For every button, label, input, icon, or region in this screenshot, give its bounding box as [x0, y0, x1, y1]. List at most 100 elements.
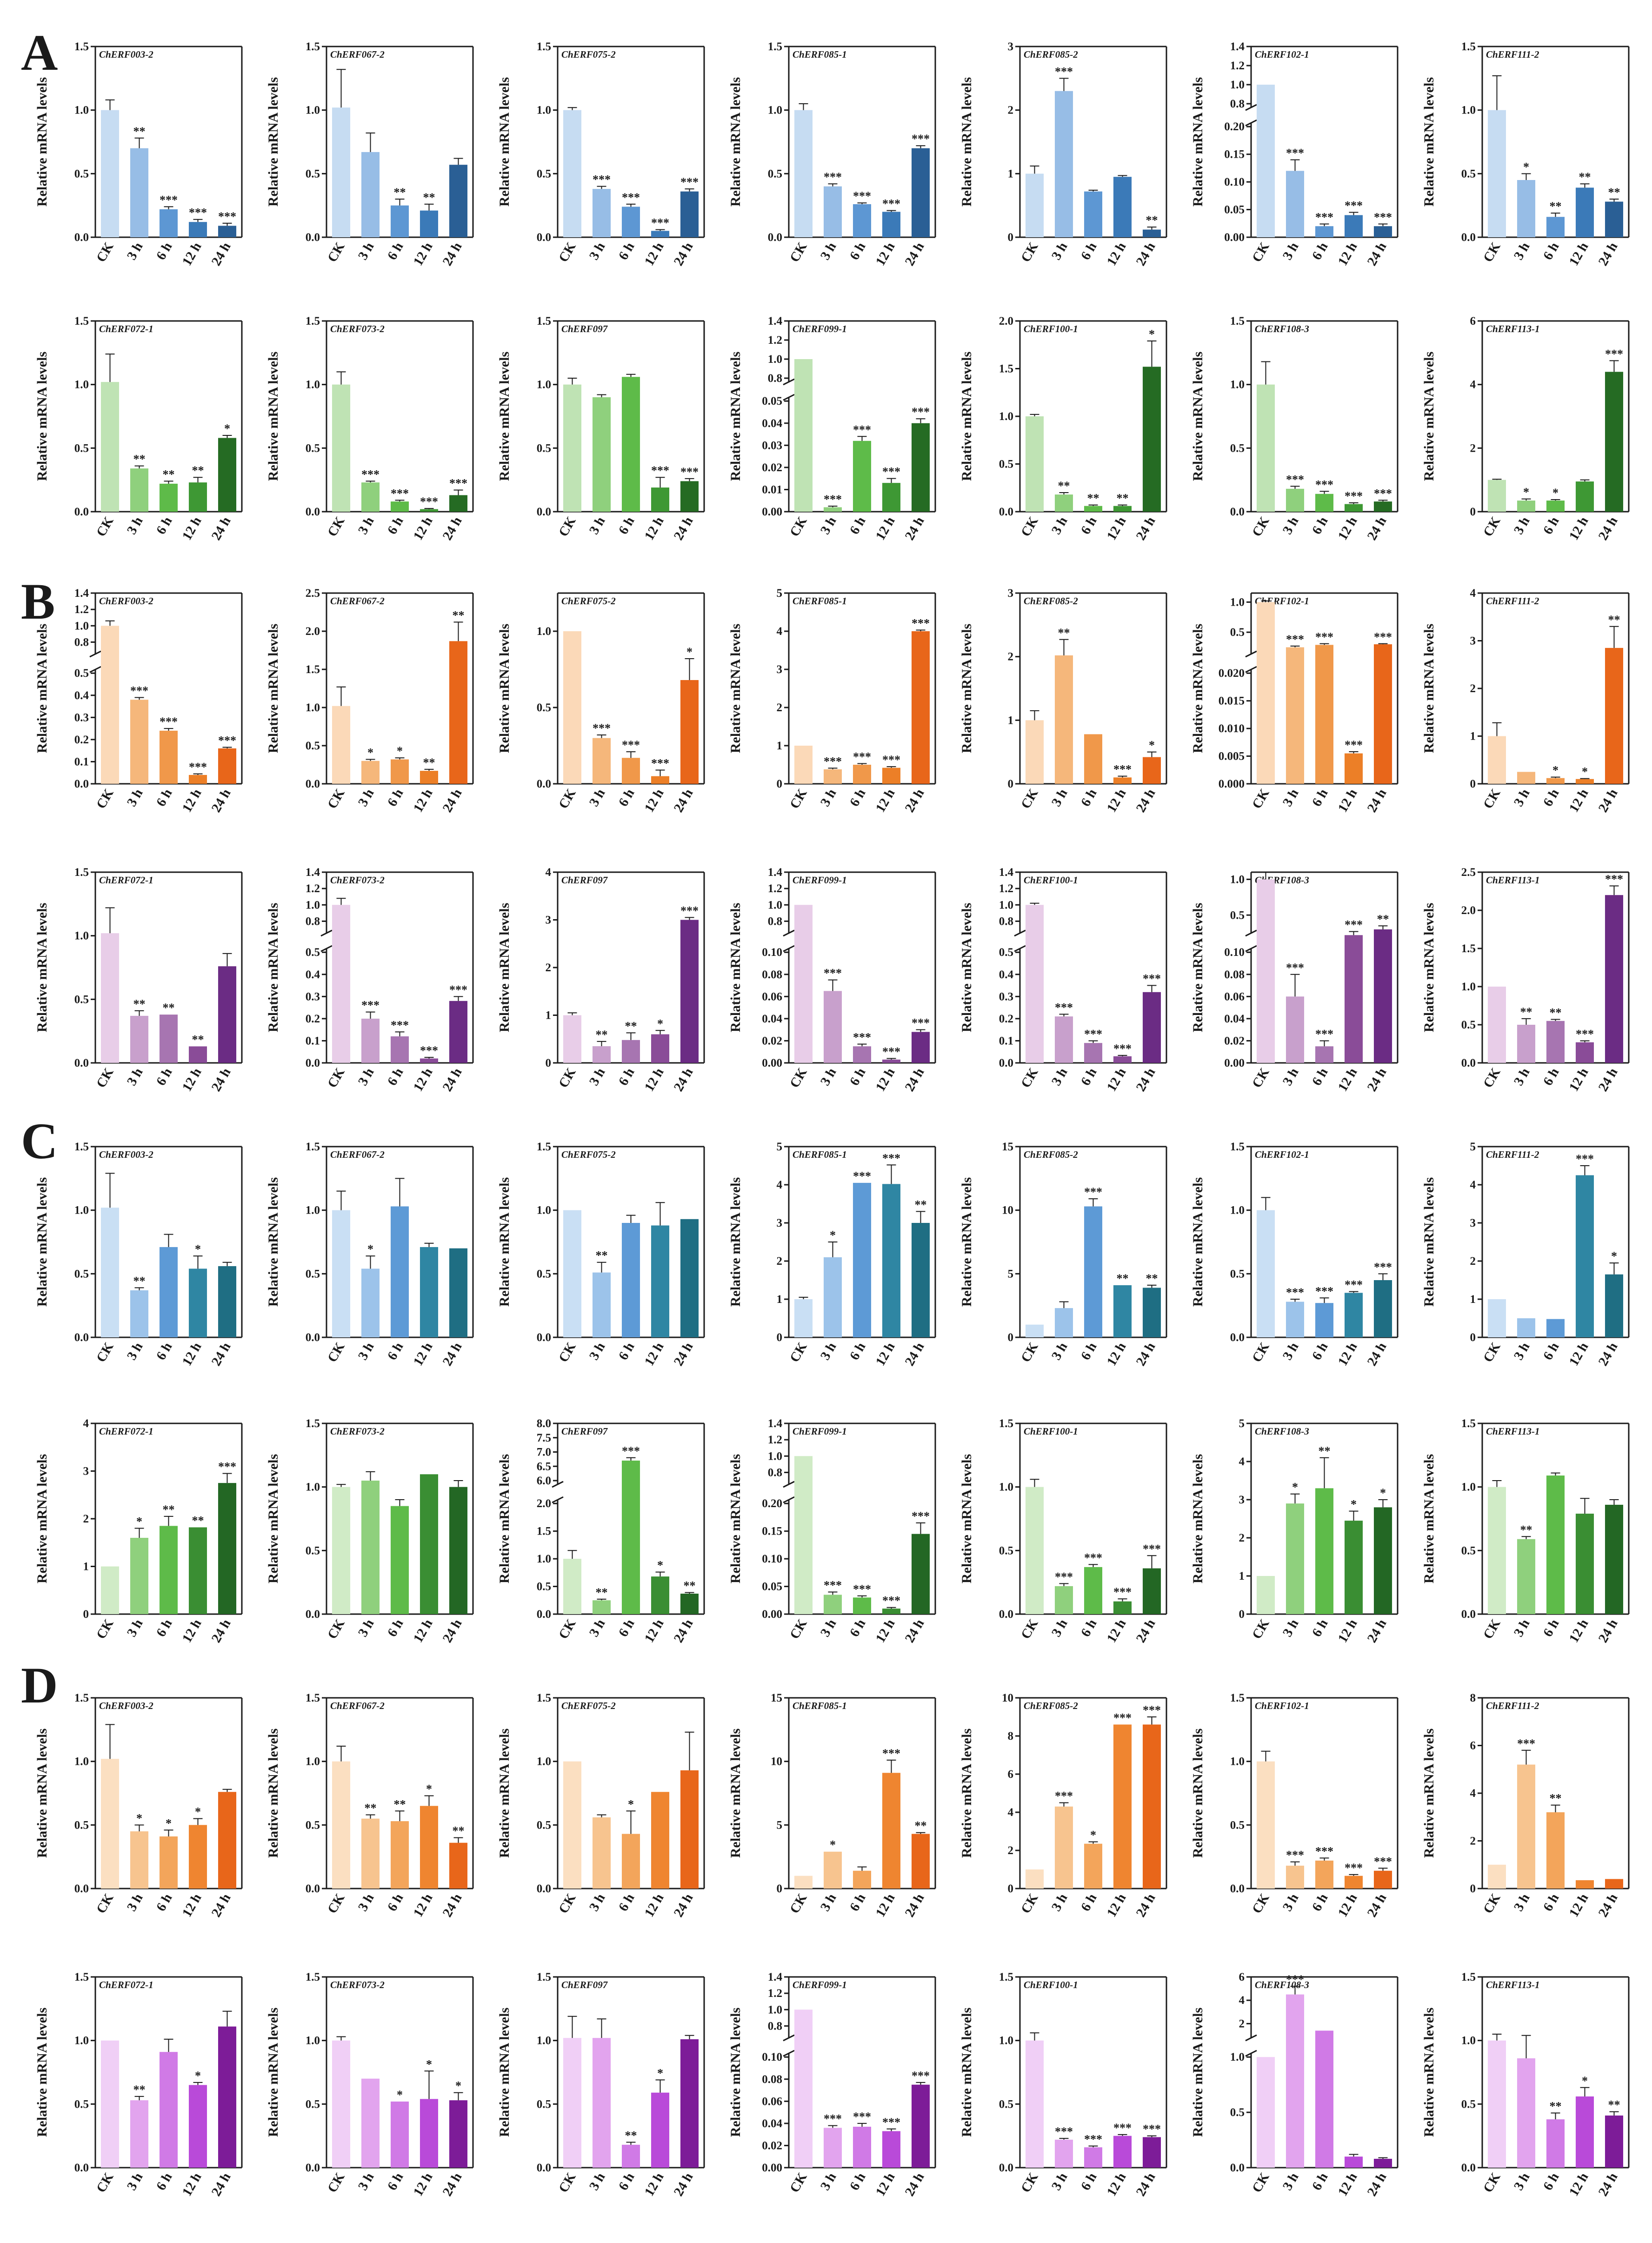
bar-6h [1546, 778, 1565, 784]
y-tick-label: 0.8 [1230, 98, 1245, 110]
bar-6h [159, 2052, 178, 2168]
y-tick-label: 0.5 [74, 2098, 89, 2110]
y-tick-label: 1.0 [1230, 2051, 1245, 2063]
x-tick-label: CK [556, 1616, 579, 1642]
x-tick-label: 3 h [355, 240, 377, 263]
y-tick-label: 0.02 [762, 2139, 782, 2152]
y-tick-label: 1.0 [74, 1204, 89, 1217]
bar-CK [1487, 480, 1506, 512]
x-tick-label: 3 h [586, 1891, 608, 1914]
significance-label: *** [1113, 763, 1132, 776]
y-tick-label: 0.5 [74, 667, 89, 680]
y-tick-label: 1.4 [999, 866, 1014, 879]
significance-label: ** [684, 1579, 696, 1593]
y-tick-label: 2.0 [1461, 904, 1476, 917]
x-tick-label: CK [1480, 1340, 1504, 1365]
x-tick-label: 24 h [209, 1340, 234, 1368]
y-tick-label: 0.0 [74, 1057, 89, 1069]
x-tick-label: 24 h [1365, 1340, 1390, 1368]
y-tick-label: 1.0 [768, 1450, 782, 1462]
gene-title: ChERF003-2 [99, 595, 153, 607]
bar-6h [853, 1870, 872, 1889]
significance-label: ** [453, 1824, 465, 1838]
bar-6h [390, 501, 409, 512]
significance-label: *** [593, 721, 611, 735]
chart-d2-cherf100-1: Relative mRNA levels 0.0 0.5 1.0 1.5 ChERF100… [959, 1971, 1167, 2199]
y-tick-label: 0 [1470, 778, 1476, 790]
bar-12h [651, 776, 670, 784]
y-tick-label: 0.5 [537, 442, 551, 454]
bar-24h [1373, 929, 1392, 1063]
bar-6h [1315, 1046, 1334, 1063]
y-tick-label: 4 [1470, 1179, 1476, 1191]
x-tick-label: 6 h [847, 1066, 869, 1088]
significance-label: ** [1377, 912, 1389, 926]
bar-24h [680, 680, 699, 784]
significance-label: ** [1058, 626, 1070, 640]
bar-24h [1373, 1280, 1392, 1337]
y-tick-label: 2 [777, 1255, 783, 1268]
gene-title: ChERF099-1 [793, 1979, 847, 1990]
y-tick-label: 0.5 [537, 1819, 551, 1831]
significance-label: *** [853, 189, 871, 203]
y-tick-label: 1.0 [537, 1204, 551, 1217]
bar-CK [100, 382, 120, 512]
x-tick-label: 6 h [1078, 240, 1100, 263]
y-tick-label: 3 [546, 914, 552, 927]
x-tick-label: 24 h [209, 1891, 234, 1920]
gene-title: ChERF113-1 [1486, 323, 1540, 334]
x-tick-label: 12 h [1566, 1617, 1592, 1645]
bar-12h [188, 2085, 207, 2168]
y-axis-label: Relative mRNA levels [728, 903, 743, 1032]
significance-label: * [657, 1017, 663, 1030]
x-tick-label: CK [325, 1616, 348, 1642]
bar-12h [882, 2131, 901, 2168]
chart-c2-cherf100-1: Relative mRNA levels 0.0 0.5 1.0 1.5 ChERF100… [959, 1417, 1167, 1645]
x-tick-label: 24 h [440, 1066, 465, 1094]
chart-c2-cherf072-1: Relative mRNA levels 0 1 2 3 4 ChERF072-1 CK * 3 … [34, 1417, 243, 1645]
bar-6h [853, 1182, 872, 1337]
x-tick-label: 6 h [153, 1066, 175, 1088]
y-axis-label: Relative mRNA levels [1190, 624, 1206, 753]
significance-label: * [628, 1797, 634, 1811]
bar-CK [1487, 1299, 1506, 1337]
y-tick-label: 0.04 [762, 1013, 782, 1025]
significance-label: * [686, 645, 693, 659]
chart-b1-cherf067-2: Relative mRNA levels 0.0 0.5 1.0 1.5 2.0 2.5 Ch… [266, 587, 474, 815]
significance-label: *** [1576, 1027, 1594, 1041]
x-tick-label: CK [556, 1065, 579, 1090]
bar-6h [621, 758, 640, 784]
x-tick-label: 3 h [586, 514, 608, 537]
bar-CK [100, 1759, 120, 1889]
y-tick-label: 0 [1470, 1331, 1476, 1344]
significance-label: ** [192, 1033, 204, 1046]
bar-24h [680, 191, 699, 237]
y-tick-label: 0 [1470, 1883, 1476, 1895]
y-tick-label: 0.0 [306, 1883, 320, 1895]
bar-12h [1344, 504, 1363, 512]
x-tick-label: 6 h [1309, 514, 1331, 537]
significance-label: *** [1286, 961, 1304, 975]
axis-break-mark [1245, 2034, 1257, 2042]
y-tick-label: 1.0 [537, 1553, 551, 1565]
y-tick-label: 2.5 [1461, 866, 1476, 879]
bar-CK [794, 359, 813, 512]
axis-break-mark [1245, 104, 1257, 111]
significance-label: * [1292, 1481, 1298, 1494]
y-tick-label: 0.0 [537, 778, 551, 790]
x-tick-label: 24 h [902, 1340, 927, 1368]
y-tick-label: 0 [777, 1883, 783, 1895]
x-tick-label: 6 h [1309, 1340, 1331, 1363]
significance-label: ** [596, 1028, 608, 1041]
significance-label: * [1351, 1498, 1357, 1511]
bar-12h [1113, 1285, 1132, 1337]
significance-label: ** [625, 2129, 637, 2142]
x-tick-label: 3 h [1049, 514, 1071, 537]
x-tick-label: 6 h [1078, 1066, 1100, 1088]
y-tick-label: 0.3 [74, 711, 89, 724]
bar-6h [1084, 191, 1103, 237]
y-tick-label: 6 [1239, 1971, 1245, 1983]
gene-title: ChERF085-1 [793, 595, 847, 607]
significance-label: ** [133, 1274, 146, 1288]
y-tick-label: 0.8 [768, 915, 782, 928]
